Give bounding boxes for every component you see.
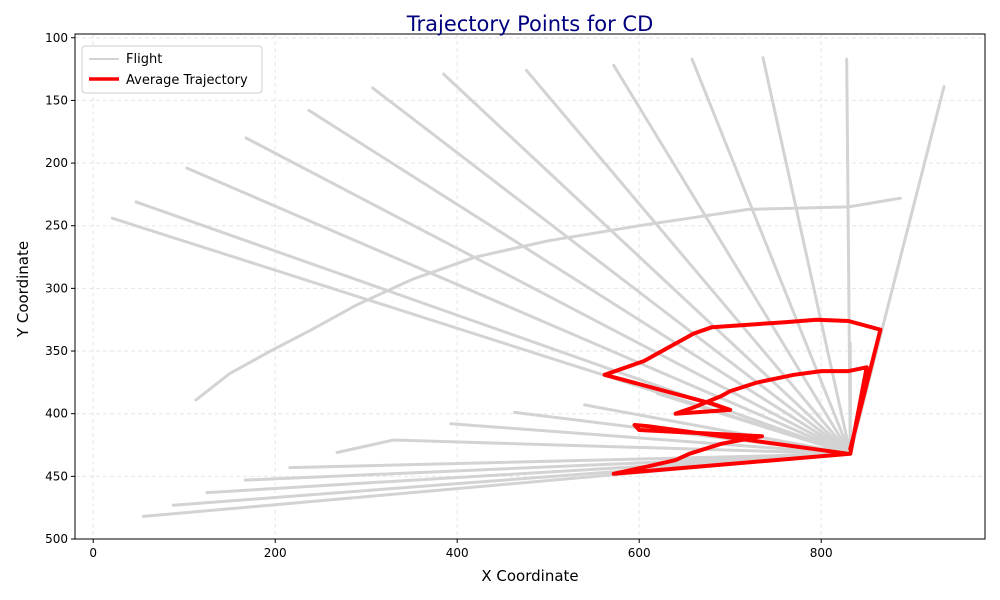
flight-line-6 <box>524 68 852 456</box>
average-trajectory-line <box>602 317 883 476</box>
flight-line-3 <box>761 56 852 456</box>
legend-label-average: Average Trajectory <box>126 73 248 88</box>
flight-line-18 <box>449 422 852 456</box>
average-trajectory <box>602 317 883 476</box>
x-tick-label: 0 <box>89 546 97 560</box>
flight-line-8 <box>371 86 852 456</box>
flight-line-7 <box>442 72 852 456</box>
flight-line-11 <box>185 166 852 456</box>
flight-line-5 <box>612 63 852 456</box>
flight-line-12 <box>134 200 852 456</box>
flight-line-9 <box>307 108 852 456</box>
flight-line-25 <box>194 196 902 402</box>
y-tick-label: 250 <box>45 219 68 233</box>
flight-line-21 <box>243 452 852 482</box>
flight-line-4 <box>690 57 852 456</box>
y-axis-title: Y Coordinate <box>14 241 32 338</box>
x-tick-label: 400 <box>446 546 469 560</box>
y-tick-label: 150 <box>45 93 68 107</box>
y-tick-label: 200 <box>45 156 68 170</box>
legend-box <box>81 45 263 94</box>
x-axis-title: X Coordinate <box>481 567 578 585</box>
flight-line-16 <box>583 403 852 456</box>
y-tick-label: 100 <box>45 31 68 45</box>
legend-label-flight: Flight <box>126 52 162 67</box>
flight-line-22 <box>205 452 852 495</box>
flight-line-10 <box>244 136 852 456</box>
flight-line-15 <box>655 392 852 456</box>
y-tick-label: 300 <box>45 281 68 295</box>
x-tick-label: 800 <box>810 546 833 560</box>
y-tick-label: 350 <box>45 344 68 358</box>
y-tick-label: 400 <box>45 407 68 421</box>
y-axis-ticks: 100 150 200 250 300 350 400 450 500 <box>45 31 75 546</box>
legend: Flight Average Trajectory <box>81 45 263 94</box>
chart-title: Trajectory Points for CD <box>406 12 654 36</box>
plot-area-frame <box>74 33 986 540</box>
y-tick-label: 450 <box>45 469 68 483</box>
x-tick-label: 600 <box>628 546 651 560</box>
flight-line-20 <box>288 452 852 470</box>
x-tick-label: 200 <box>264 546 287 560</box>
y-tick-label: 500 <box>45 532 68 546</box>
x-axis-ticks: 0 200 400 600 800 <box>89 539 833 560</box>
